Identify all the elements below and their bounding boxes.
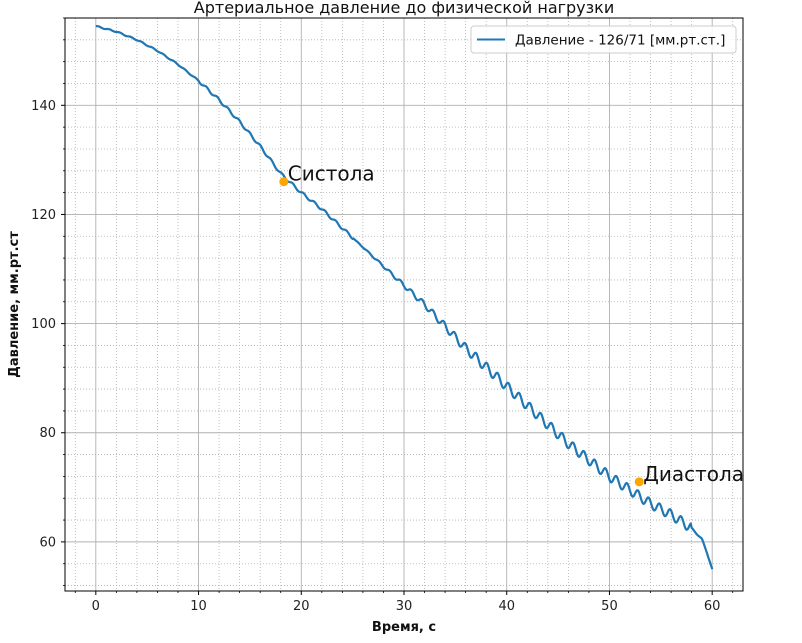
x-tick-label: 40 — [498, 599, 515, 614]
y-axis-title: Давление, мм.рт.ст — [7, 231, 22, 378]
y-tick-label: 140 — [31, 99, 56, 114]
series-layer — [95, 25, 714, 570]
y-tick-label: 60 — [39, 535, 56, 550]
annotation-point — [634, 477, 644, 487]
x-tick-label: 0 — [92, 599, 100, 614]
y-tick-label: 120 — [31, 208, 56, 223]
y-tick-label: 100 — [31, 317, 56, 332]
x-tick-label: 50 — [601, 599, 618, 614]
y-tick-label: 80 — [39, 426, 56, 441]
legend-label: Давление - 126/71 [мм.рт.ст.] — [515, 33, 725, 49]
annotation-layer: Систола Диастола — [279, 162, 744, 487]
x-axis-title: Время, с — [372, 620, 436, 635]
legend: Давление - 126/71 [мм.рт.ст.] — [470, 25, 737, 54]
major-grid — [65, 18, 743, 591]
x-tick-label: 30 — [396, 599, 413, 614]
annotation-label: Систола — [288, 162, 375, 186]
annotation-point — [279, 177, 289, 187]
chart-title: Артериальное давление до физической нагр… — [194, 0, 614, 17]
annotation-label: Диастола — [643, 462, 744, 486]
legend-box — [470, 25, 737, 54]
x-tick-label: 20 — [293, 599, 310, 614]
x-tick-label: 60 — [704, 599, 721, 614]
series-line — [95, 25, 714, 570]
ticks-layer: 0 10 20 30 40 50 60 60 80 100 120 140 — [31, 17, 734, 614]
x-tick-label: 10 — [190, 599, 207, 614]
